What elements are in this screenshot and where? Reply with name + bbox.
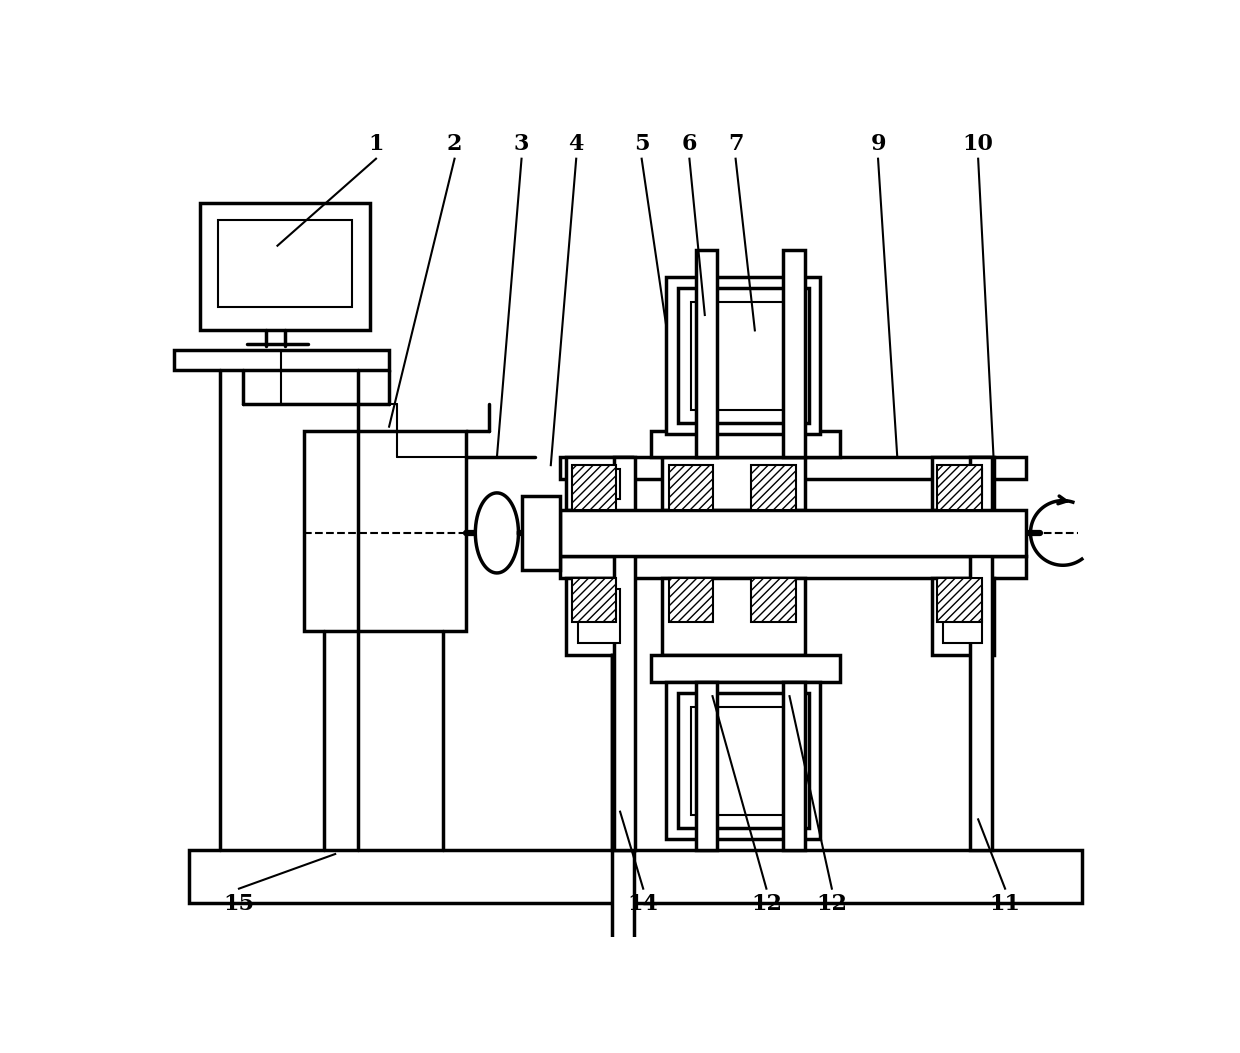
Bar: [668, 465, 713, 510]
Bar: [971, 457, 992, 850]
Text: 4: 4: [568, 133, 584, 155]
Bar: [201, 203, 370, 331]
Text: 10: 10: [962, 133, 993, 155]
Bar: [567, 578, 631, 655]
Text: 14: 14: [627, 893, 658, 914]
Bar: [784, 250, 805, 457]
Bar: [937, 465, 982, 510]
Bar: [944, 469, 982, 499]
Bar: [578, 469, 620, 499]
Text: 11: 11: [990, 893, 1021, 914]
Text: 5: 5: [634, 133, 650, 155]
Text: 15: 15: [223, 893, 254, 914]
Bar: [613, 655, 634, 850]
Text: 12: 12: [751, 893, 782, 914]
Bar: [932, 578, 993, 655]
Bar: [560, 510, 1025, 556]
Bar: [651, 431, 839, 457]
Bar: [784, 681, 805, 850]
Bar: [937, 578, 982, 622]
Text: 7: 7: [728, 133, 743, 155]
Polygon shape: [475, 493, 518, 573]
Bar: [662, 457, 805, 510]
Bar: [662, 578, 805, 655]
Bar: [578, 589, 620, 643]
Bar: [572, 578, 616, 622]
Bar: [691, 707, 796, 815]
Bar: [751, 465, 796, 510]
Bar: [666, 277, 821, 434]
Text: 9: 9: [870, 133, 885, 155]
Bar: [678, 693, 808, 828]
Bar: [572, 465, 616, 510]
Bar: [304, 431, 466, 631]
Bar: [188, 850, 1083, 902]
Bar: [560, 457, 1025, 479]
Bar: [567, 457, 631, 510]
Bar: [696, 681, 717, 850]
Bar: [944, 589, 982, 643]
Bar: [691, 302, 796, 410]
Bar: [522, 496, 560, 570]
Bar: [614, 457, 635, 850]
Text: 2: 2: [446, 133, 463, 155]
Text: 6: 6: [682, 133, 697, 155]
Text: 1: 1: [368, 133, 383, 155]
Text: 3: 3: [513, 133, 529, 155]
Bar: [751, 578, 796, 622]
Bar: [613, 655, 634, 1053]
Bar: [174, 350, 389, 370]
Text: 12: 12: [816, 893, 847, 914]
Bar: [218, 220, 352, 306]
Bar: [678, 289, 808, 423]
Bar: [932, 457, 993, 510]
Bar: [696, 250, 717, 457]
Bar: [668, 578, 713, 622]
Bar: [666, 681, 821, 839]
Bar: [560, 556, 1025, 578]
Bar: [651, 655, 839, 681]
